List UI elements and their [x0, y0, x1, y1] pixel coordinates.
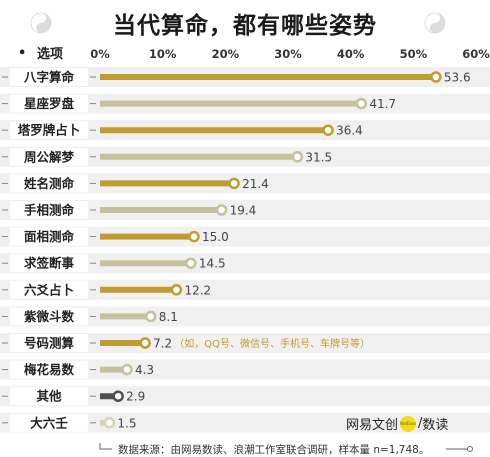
yin-yang-icon-left: [30, 12, 52, 34]
category-tag: [10, 174, 88, 193]
bar-end-marker: [139, 337, 151, 349]
row-background: [0, 173, 490, 194]
x-tick-label: 10%: [149, 47, 177, 61]
bar-end-marker: [170, 284, 183, 296]
row-background: [0, 359, 490, 380]
bar-end-marker: [430, 71, 442, 83]
logo-slash: /: [418, 416, 423, 431]
category-tag: [10, 147, 88, 166]
category-tag: [10, 68, 88, 86]
row-background: [0, 226, 490, 247]
category-label: 梅花易数: [24, 362, 75, 377]
category-tag: [10, 334, 88, 352]
category-tag: [10, 280, 88, 299]
category-label: 周公解梦: [24, 149, 75, 164]
bar-end-marker: [228, 177, 240, 190]
row-background: [0, 412, 490, 433]
bar-end-marker: [121, 363, 133, 376]
bar-end-marker: [185, 257, 197, 269]
category-header: 选项: [37, 46, 63, 62]
value-label: 1.5: [117, 416, 136, 430]
x-tick-label: 30%: [274, 47, 302, 61]
category-tag: [10, 387, 88, 406]
page-title: 当代算命，都有哪些姿势: [113, 13, 377, 39]
value-label: 41.7: [369, 97, 396, 111]
value-label: 36.4: [336, 124, 363, 138]
category-header-dot: •: [18, 46, 26, 61]
category-tag: [10, 254, 88, 273]
category-label: 大六壬: [30, 415, 68, 430]
category-tag: [10, 201, 88, 219]
category-tag: [10, 307, 88, 326]
bar-end-marker: [355, 97, 368, 110]
value-annotation: （如，QQ号、微信号、手机号、车牌号等）: [174, 337, 370, 350]
category-label: 紫微斗数: [24, 309, 75, 324]
x-tick-label: 20%: [212, 47, 240, 61]
bar-end-marker: [188, 230, 200, 243]
value-label: 15.0: [202, 230, 229, 244]
x-tick-label: 40%: [337, 47, 365, 61]
footer-bracket-left: [99, 443, 112, 450]
bar-end-marker: [215, 204, 228, 216]
category-tag: [10, 360, 88, 379]
category-tag: [10, 227, 88, 246]
bar-end-marker: [291, 151, 304, 163]
x-tick-label: 60%: [462, 47, 490, 61]
bar-end-marker: [112, 390, 124, 402]
row-background: [0, 306, 490, 327]
value-label: 19.4: [230, 204, 257, 218]
category-tag: [10, 94, 88, 113]
category-label: 其他: [36, 389, 62, 404]
category-label: 六爻占卜: [24, 282, 74, 297]
logo-left-text: 网易文创: [346, 418, 399, 433]
row-background: [0, 279, 490, 300]
bar-end-marker: [145, 310, 157, 323]
row-background: [0, 253, 490, 274]
category-label: 求签断事: [24, 256, 75, 271]
row-background: [0, 386, 490, 407]
x-tick-label: 50%: [400, 47, 428, 61]
category-label: 面相测命: [24, 229, 75, 244]
category-label: 手相测命: [24, 203, 75, 218]
category-tag: [10, 413, 88, 432]
value-label: 12.2: [184, 283, 211, 297]
category-label: 星座罗盘: [24, 96, 75, 111]
category-tag: [10, 121, 88, 140]
value-label: 53.6: [444, 71, 471, 85]
value-label: 21.4: [242, 177, 269, 191]
footer-bracket-end: [467, 446, 473, 452]
logo-dot-icon: NetEase: [400, 415, 417, 432]
category-label: 八字算命: [23, 70, 75, 85]
yin-yang-icon-right: [424, 12, 446, 34]
value-label: 8.1: [159, 310, 178, 324]
brand-logo: 网易文创 NetEase / 数读: [346, 414, 448, 433]
bar-end-marker: [103, 417, 116, 429]
row-background: [0, 333, 490, 353]
category-label: 号码测算: [24, 336, 75, 351]
value-label: 2.9: [126, 390, 145, 404]
logo-right-text: 数读: [422, 418, 449, 433]
x-tick-label: 0%: [90, 47, 110, 61]
bar-end-marker: [322, 124, 334, 136]
value-label: 7.2: [153, 337, 172, 351]
value-label: 14.5: [199, 257, 226, 271]
value-label: 4.3: [135, 363, 154, 377]
row-background: [0, 200, 490, 220]
data-source-note: 数据来源：由网易数读、浪潮工作室联合调研，样本量 n=1,748。: [118, 444, 430, 456]
category-label: 塔罗牌占卜: [18, 123, 81, 138]
value-label: 31.5: [305, 150, 332, 164]
category-label: 姓名测命: [23, 176, 75, 191]
